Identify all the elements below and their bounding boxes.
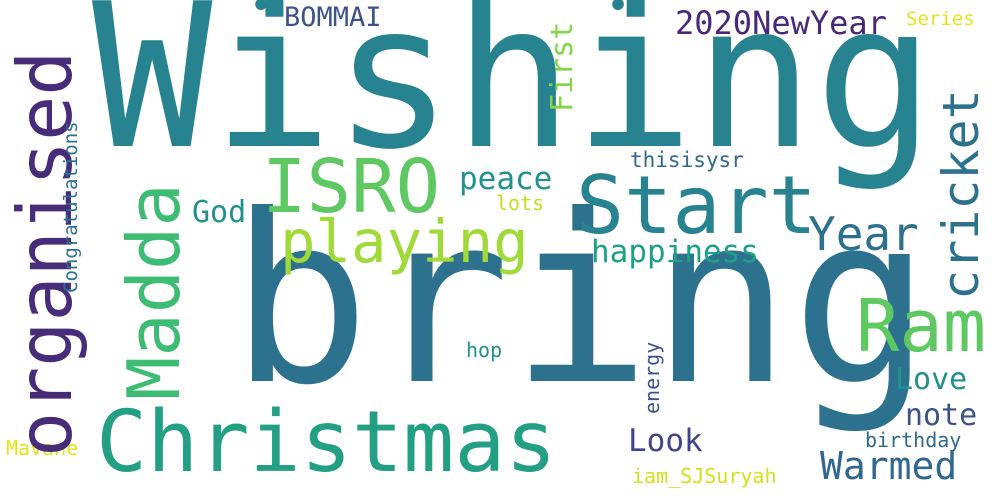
word-mavane: Mavane [6,436,79,460]
word-iam-sjsuryah: iam_SJSuryah [632,464,777,488]
word-madda: Madda [112,183,196,400]
word-warmed: Warmed [820,444,958,488]
word-thisisysr: thisisysr [630,148,744,172]
word-year: Year [808,207,919,261]
word-christmas: Christmas [96,393,557,492]
word-wishing: Wishing [92,0,935,194]
dot-1: • [249,0,274,29]
word-bommai: BOMMAI [284,2,382,33]
dot-2: • [606,0,631,29]
word-2020newyear: 2020NewYear [675,4,887,42]
word-lots: lots [496,191,545,215]
word-god: God [192,195,247,230]
word-note: note [905,398,978,433]
word-playing: playing [280,207,529,276]
word-love: Love [895,362,968,397]
word-peace: peace [459,161,553,197]
word-start: Start [576,159,817,252]
word-cricket: cricket [932,89,990,300]
word-bring: bring [230,165,932,436]
word-look: Look [628,423,703,459]
word-energy: energy [640,341,664,414]
word-hop: hop [466,338,503,362]
word-happiness: happiness [591,234,759,270]
word-ram: Ram [856,284,987,368]
word-congratulations: Congratulations [60,121,82,293]
word-birthday: birthday [865,428,962,452]
word-isro: ISRO [262,144,441,230]
word-first: First [545,21,580,112]
word-series: Series [906,8,975,30]
